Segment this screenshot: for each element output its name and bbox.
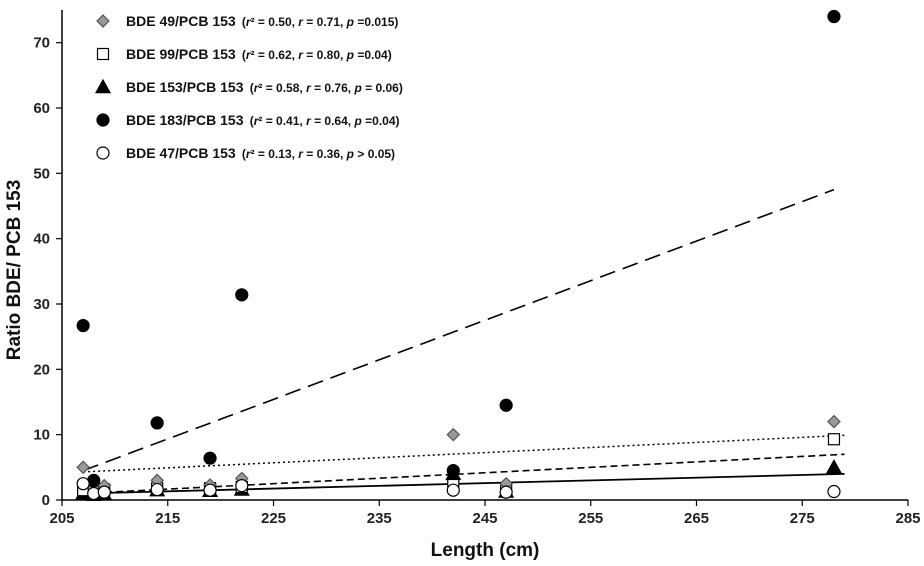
x-tick-label: 255	[578, 510, 603, 527]
legend: BDE 49/PCB 153 (r² = 0.50, r = 0.71, p =0…	[94, 13, 403, 161]
x-tick-label: 275	[790, 510, 815, 527]
data-point	[499, 398, 513, 412]
data-point	[76, 460, 90, 475]
legend-stats: (r² = 0.13, r = 0.36, p > 0.05)	[242, 147, 395, 161]
legend-stats: (r² = 0.58, r = 0.76, p = 0.06)	[250, 81, 403, 95]
y-axis-title: Ratio BDE/ PCB 153	[4, 180, 25, 361]
trendlines	[82, 188, 845, 495]
data-point	[499, 485, 513, 499]
data-point	[150, 482, 164, 497]
legend-stats: (r² = 0.62, r = 0.80, p =0.04)	[242, 48, 392, 62]
legend-label: BDE 153/PCB 153	[126, 79, 244, 95]
data-point	[76, 477, 90, 491]
legend-label: BDE 99/PCB 153	[126, 46, 236, 62]
x-tick-label: 215	[155, 510, 180, 527]
data-point	[446, 427, 461, 442]
x-tick-label: 285	[895, 510, 920, 527]
y-tick-label: 40	[33, 231, 50, 248]
x-tick-label: 265	[684, 510, 709, 527]
trendline	[83, 453, 845, 495]
y-tick-label: 30	[33, 296, 50, 313]
legend-marker	[96, 146, 110, 160]
data-point	[203, 483, 217, 497]
data-point	[446, 464, 460, 478]
x-tick-label: 245	[472, 510, 497, 527]
legend-marker	[96, 113, 110, 127]
data-point	[203, 451, 217, 465]
data-point	[827, 414, 841, 429]
y-ticks: 0 10 20 30 40 50 60 70	[33, 35, 62, 509]
y-tick-label: 60	[33, 100, 50, 117]
legend-marker	[96, 47, 110, 61]
y-tick-label: 50	[33, 165, 50, 182]
data-point	[827, 484, 841, 499]
legend-marker	[96, 14, 110, 28]
legend-stats: (r² = 0.50, r = 0.71, p =0.015)	[242, 15, 398, 29]
data-point	[827, 9, 841, 24]
trendline	[83, 472, 845, 495]
data-point	[235, 288, 249, 302]
y-tick-label: 0	[42, 492, 50, 509]
legend-label: BDE 47/PCB 153	[126, 145, 236, 161]
legend-marker	[94, 78, 112, 94]
data-point	[235, 479, 249, 493]
data-points	[75, 9, 842, 501]
trendline	[82, 188, 835, 472]
data-point	[97, 485, 111, 499]
x-tick-label: 235	[367, 510, 392, 527]
legend-label: BDE 183/PCB 153	[126, 112, 244, 128]
x-axis-title: Length (cm)	[431, 540, 540, 561]
data-point	[825, 459, 842, 474]
data-point	[827, 433, 841, 446]
legend-stats: (r² = 0.41, r = 0.64, p =0.04)	[250, 114, 400, 128]
data-point	[446, 483, 460, 497]
y-tick-label: 70	[33, 35, 50, 52]
y-tick-label: 10	[33, 427, 50, 444]
data-point	[76, 318, 90, 333]
trendline	[83, 434, 845, 473]
x-tick-label: 205	[49, 510, 74, 527]
x-ticks: 205 215 225 235 245 255 265 275 285	[49, 500, 921, 527]
legend-label: BDE 49/PCB 153	[126, 13, 236, 29]
y-tick-label: 20	[33, 361, 50, 378]
x-tick-label: 225	[261, 510, 286, 527]
data-point	[150, 416, 164, 430]
